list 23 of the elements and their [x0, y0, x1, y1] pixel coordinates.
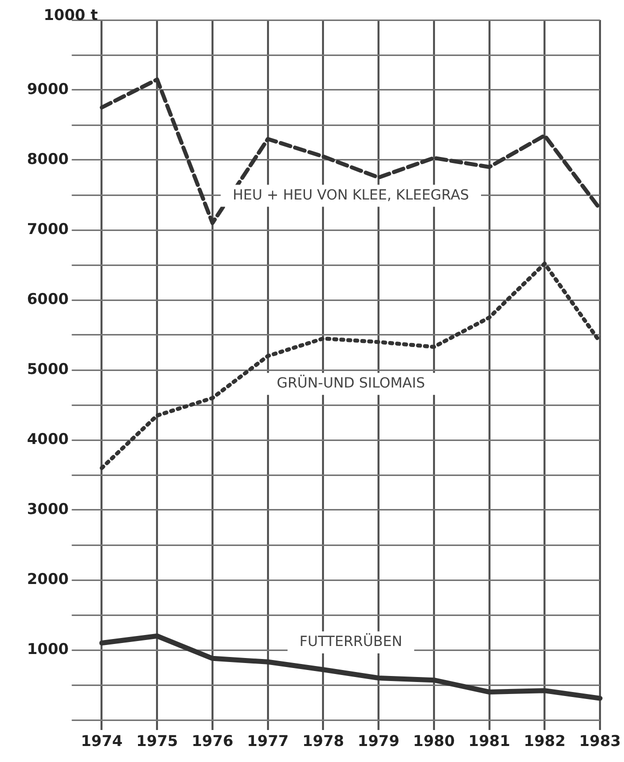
x-tick-label: 1975 [136, 732, 178, 750]
y-tick-label: 8000 [27, 150, 69, 168]
series-label: FUTTERRÜBEN [300, 633, 402, 650]
x-tick-label: 1983 [579, 732, 621, 750]
y-axis-title: 1000 t [44, 6, 98, 24]
x-tick-label: 1979 [358, 732, 400, 750]
y-tick-label: 4000 [27, 430, 69, 448]
series-label: GRÜN-UND SILOMAIS [276, 374, 426, 392]
y-tick-label: 1000 [27, 640, 69, 658]
y-tick-label: 5000 [27, 360, 69, 378]
y-tick-label: 7000 [27, 220, 69, 238]
y-tick-label: 9000 [27, 80, 69, 98]
x-tick-label: 1977 [246, 732, 289, 750]
y-tick-label: 3000 [27, 500, 69, 518]
x-tick-label: 1974 [80, 732, 123, 750]
x-tick-label: 1978 [302, 732, 344, 750]
series-label: HEU + HEU VON KLEE, KLEEGRAS [232, 187, 470, 204]
y-tick-label: 6000 [27, 290, 69, 308]
x-tick-label: 1976 [192, 732, 234, 750]
x-tick-label: 1982 [524, 732, 566, 750]
y-tick-label: 2000 [27, 570, 69, 588]
x-tick-label: 1981 [468, 732, 510, 750]
x-tick-label: 1980 [413, 732, 455, 750]
